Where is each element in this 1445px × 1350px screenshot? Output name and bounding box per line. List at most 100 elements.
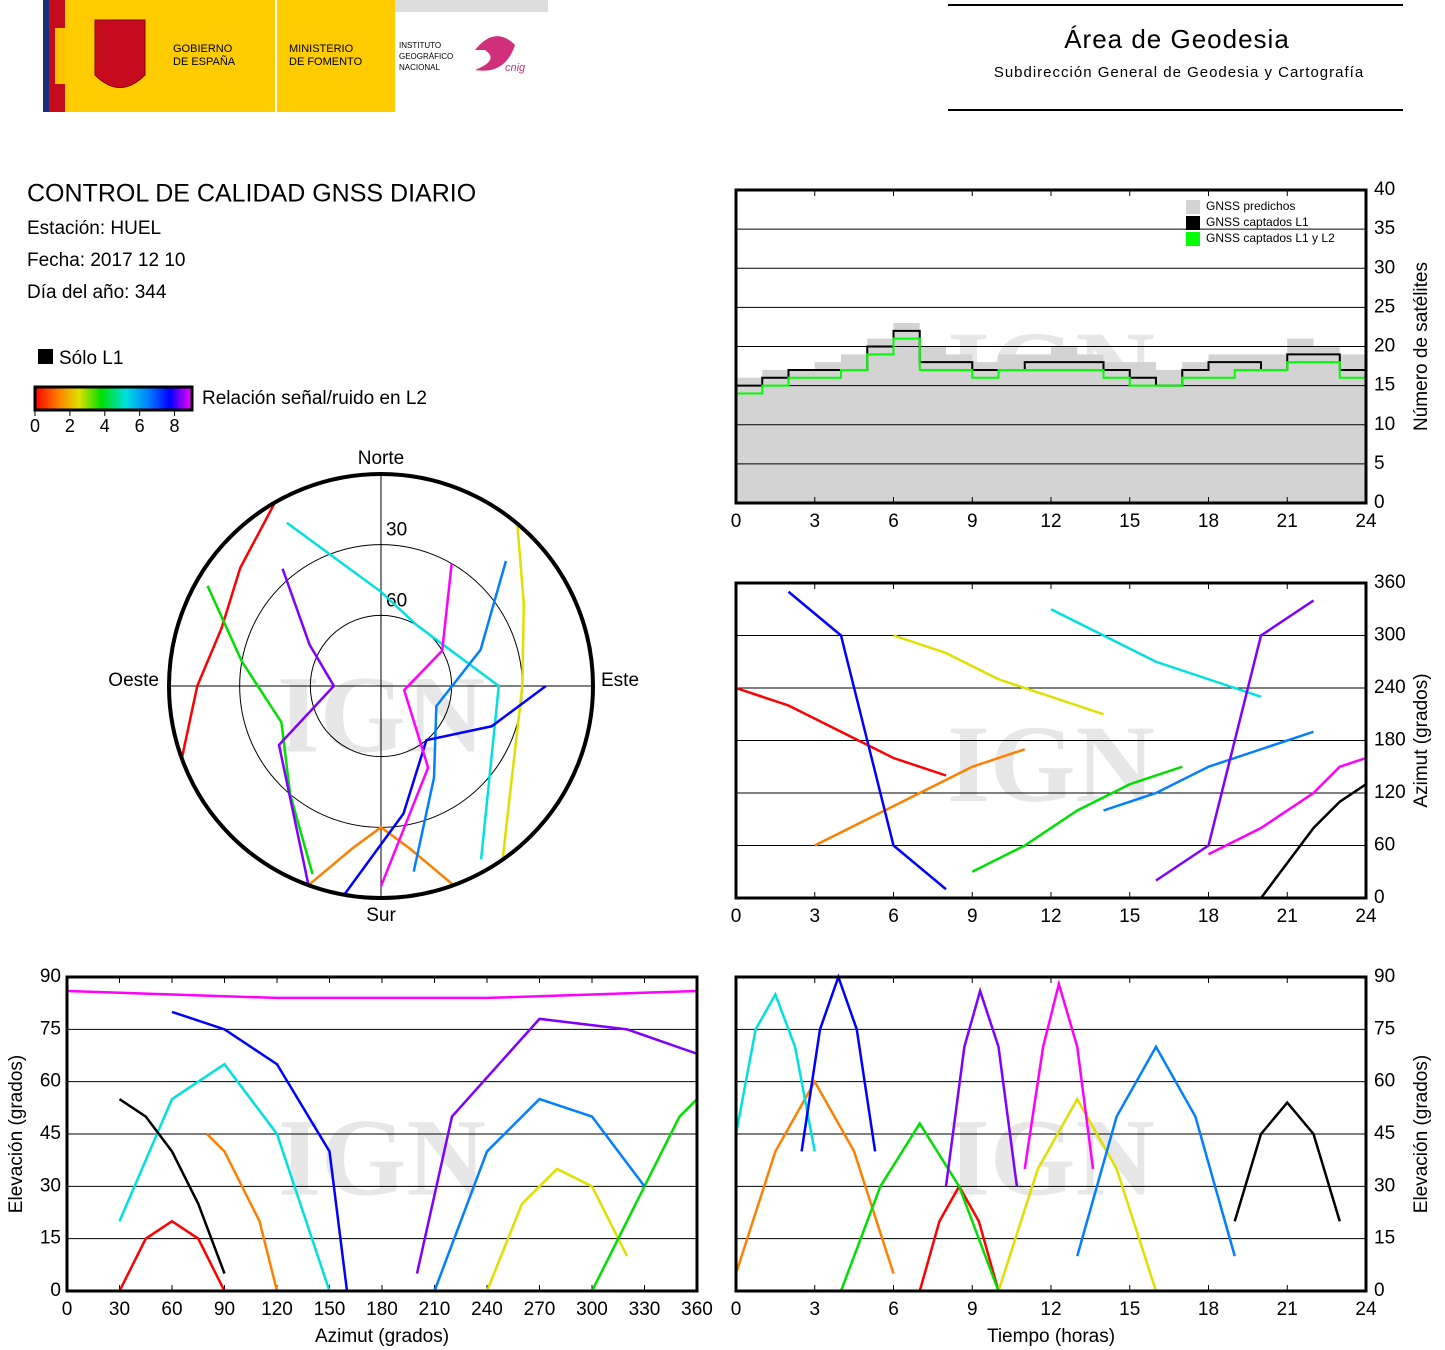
colorbar-tick-label: 2	[65, 416, 75, 436]
elevation-ring-label: 30	[386, 520, 407, 541]
count-line	[736, 337, 1367, 395]
x-tick-label: 180	[366, 1299, 398, 1320]
y-tick-label: 30	[1374, 1175, 1395, 1196]
y-tick-label: 20	[1374, 336, 1395, 357]
satellite-track	[734, 991, 816, 1152]
polar-border	[167, 472, 595, 900]
y-tick-label: 15	[1374, 1228, 1395, 1249]
x-tick-label: 24	[1355, 906, 1377, 927]
x-tick-label: 30	[109, 1299, 130, 1320]
y-tick-label: 60	[1374, 835, 1395, 856]
x-tick-label: 0	[731, 511, 742, 532]
legend-swatch	[1186, 200, 1200, 214]
ministry-line: MINISTERIO	[289, 43, 354, 55]
y-tick-label: 60	[40, 1071, 61, 1092]
legend-label: GNSS predichos	[1206, 199, 1295, 213]
satellite-track	[180, 501, 277, 759]
x-tick-label: 120	[261, 1299, 293, 1320]
x-tick-label: 15	[1119, 511, 1140, 532]
institute-line: GEOGRÁFICO	[399, 52, 453, 61]
x-tick-label: 0	[731, 1299, 742, 1320]
y-tick-label: 10	[1374, 414, 1395, 435]
report-title: CONTROL DE CALIDAD GNSS DIARIO	[27, 180, 476, 208]
y-tick-label: 120	[1374, 782, 1406, 803]
institute-line: INSTITUTO	[399, 41, 441, 50]
x-tick-label: 6	[888, 511, 899, 532]
direction-label: Este	[601, 670, 639, 691]
satellite-track	[343, 684, 547, 896]
y-tick-label: 15	[40, 1228, 61, 1249]
y-tick-label: 35	[1374, 218, 1395, 239]
x-tick-label: 90	[214, 1299, 235, 1320]
colorbar-tick-label: 8	[170, 416, 180, 436]
y-tick-label: 25	[1374, 296, 1395, 317]
y-tick-label: 0	[1374, 887, 1385, 908]
satellite-track	[787, 590, 947, 891]
x-tick-label: 0	[731, 906, 742, 927]
x-tick-label: 60	[161, 1299, 182, 1320]
x-tick-label: 6	[888, 906, 899, 927]
y-axis-label: Azimut (grados)	[1411, 673, 1432, 807]
x-tick-label: 240	[471, 1299, 503, 1320]
x-tick-label: 9	[967, 906, 978, 927]
plot-border	[734, 581, 1368, 900]
report-date: Fecha: 2017 12 10	[27, 250, 185, 271]
legend-label: GNSS captados L1	[1206, 215, 1309, 229]
x-tick-label: 18	[1198, 906, 1219, 927]
x-tick-label: 9	[967, 1299, 978, 1320]
y-tick-label: 40	[1374, 179, 1395, 200]
x-tick-label: 270	[524, 1299, 556, 1320]
satellite-track	[501, 523, 526, 860]
l1-legend: Sólo L1	[59, 348, 123, 369]
y-tick-label: 240	[1374, 677, 1406, 698]
satellite-track	[277, 568, 336, 886]
x-tick-label: 24	[1355, 1299, 1377, 1320]
x-tick-label: 24	[1355, 511, 1377, 532]
satellite-track	[286, 521, 501, 860]
direction-label: Sur	[366, 905, 396, 926]
y-tick-label: 5	[1374, 453, 1385, 474]
satellite-track	[1103, 730, 1314, 812]
header-title: Área de Geodesia	[1064, 24, 1290, 54]
x-tick-label: 9	[967, 511, 978, 532]
legend-label: GNSS captados L1 y L2	[1206, 231, 1335, 245]
snr-legend: Relación señal/ruido en L2	[202, 388, 427, 409]
direction-label: Norte	[358, 448, 404, 469]
satellite-track	[118, 1098, 226, 1274]
y-tick-label: 75	[1374, 1018, 1395, 1039]
satellite-track	[1155, 599, 1315, 882]
satellite-track	[971, 765, 1183, 873]
x-tick-label: 0	[62, 1299, 73, 1320]
satellite-track	[171, 1010, 349, 1292]
satellite-track	[839, 1121, 1000, 1292]
satellite-track	[734, 1079, 895, 1274]
legend-swatch	[1186, 216, 1200, 230]
y-tick-label: 15	[1374, 375, 1395, 396]
x-tick-label: 12	[1040, 906, 1061, 927]
x-tick-label: 330	[629, 1299, 661, 1320]
y-tick-label: 45	[40, 1123, 61, 1144]
x-tick-label: 360	[681, 1299, 713, 1320]
y-tick-label: 180	[1374, 730, 1406, 751]
satellite-track	[1050, 608, 1262, 698]
satellite-track	[379, 563, 453, 887]
x-tick-label: 300	[576, 1299, 608, 1320]
y-tick-label: 45	[1374, 1123, 1395, 1144]
legend-swatch	[1186, 232, 1200, 246]
x-tick-label: 210	[419, 1299, 451, 1320]
satellite-track	[1260, 783, 1367, 899]
satellite-track	[485, 1167, 629, 1292]
x-tick-label: 3	[809, 906, 820, 927]
plot-border	[734, 975, 1368, 1293]
satellite-track	[814, 748, 1026, 847]
satellite-track	[415, 1017, 698, 1274]
satellite-track	[893, 634, 1104, 716]
x-tick-label: 21	[1277, 511, 1298, 532]
x-tick-label: 150	[314, 1299, 346, 1320]
satellite-track	[997, 1096, 1158, 1292]
x-tick-label: 12	[1040, 511, 1061, 532]
satellite-track	[1207, 756, 1367, 856]
elevation-ring-label: 60	[386, 590, 407, 611]
colorbar-tick-label: 6	[135, 416, 145, 436]
